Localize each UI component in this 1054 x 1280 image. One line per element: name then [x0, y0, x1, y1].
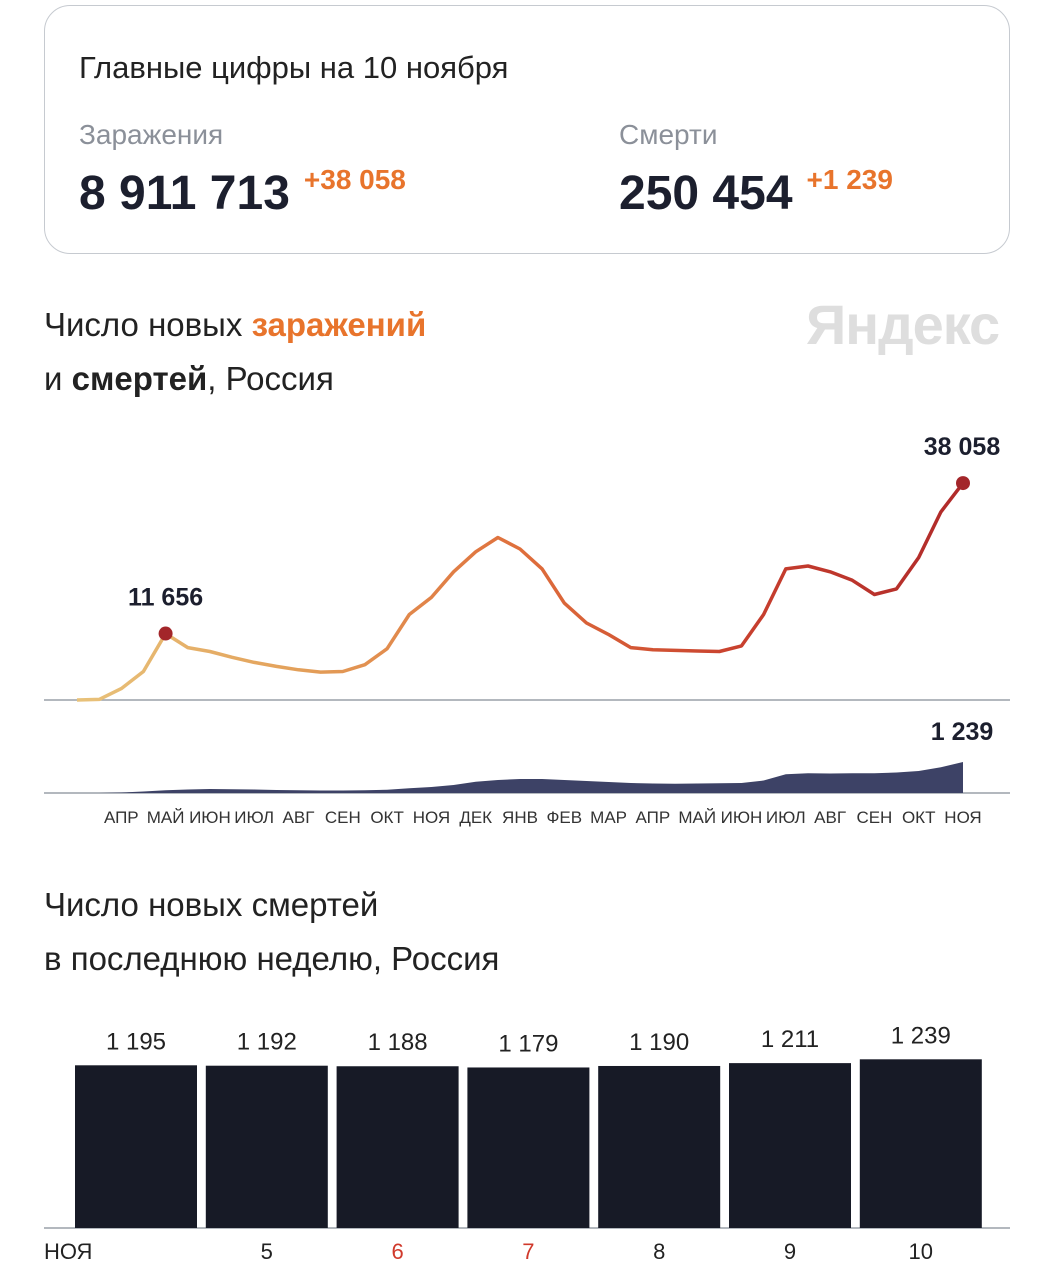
x-tick-label: МАР: [590, 808, 627, 827]
bar: [859, 1059, 982, 1228]
cases-delta: +38 058: [303, 164, 406, 195]
value-label: 1 190: [629, 1029, 689, 1056]
line: [76, 482, 965, 702]
chart-title: Число новых смертей в последнюю неделю, Р…: [44, 878, 499, 986]
x-tick-label: 9: [784, 1239, 796, 1264]
value-label: 11 656: [128, 584, 203, 612]
title-line: Число новых смертей: [44, 878, 499, 932]
summary-card: Главные цифры на 10 ноября Заражения Сме…: [44, 5, 1010, 254]
x-tick-label: МАЙ: [147, 808, 185, 827]
deaths-figure: 250 454 +1 239: [619, 164, 893, 221]
logo: Яндекс: [806, 293, 1000, 356]
bar: [467, 1067, 590, 1228]
title-part: смертей: [71, 360, 208, 397]
x-tick-label: СЕН: [856, 808, 892, 827]
value-label: 1 211: [761, 1026, 819, 1053]
value-label: 1 188: [368, 1029, 428, 1056]
point-marker: [158, 626, 173, 641]
deaths-delta: +1 239: [806, 164, 893, 195]
x-tick-label: АПР: [636, 808, 671, 827]
chart-title: Число новых заражений и смертей, Россия: [44, 298, 426, 406]
title-part: Число новых смертей: [44, 886, 379, 923]
value-label: 38 058: [924, 433, 1001, 461]
value-label: 1 179: [498, 1030, 558, 1057]
x-tick-label: ФЕВ: [546, 808, 582, 827]
x-tick-label: СЕН: [325, 808, 361, 827]
x-tick-label: АПР: [104, 808, 139, 827]
title-part: , Россия: [207, 360, 334, 397]
x-tick-label: 5: [261, 1239, 273, 1264]
title-line: Число новых заражений: [44, 298, 426, 352]
title-part: в последнюю неделю, Россия: [44, 940, 500, 977]
cases-figure: 8 911 713 +38 058: [79, 164, 406, 221]
area: [77, 762, 963, 793]
x-tick-label: ИЮЛ: [234, 808, 274, 827]
deaths-label: Смерти: [619, 119, 718, 150]
x-tick-label: МАЙ: [678, 808, 716, 827]
bar: [336, 1066, 459, 1228]
x-tick-label: ЯНВ: [502, 808, 538, 827]
value-label: 1 239: [891, 1022, 951, 1049]
x-tick-label: АВГ: [283, 808, 315, 827]
summary-title: Главные цифры на 10 ноября: [79, 50, 509, 85]
bar: [729, 1063, 851, 1228]
point-marker: [956, 476, 970, 491]
title-line: и смертей, Россия: [44, 352, 426, 406]
x-tick-label: ДЕК: [459, 808, 492, 827]
value-label: 1 192: [237, 1029, 297, 1056]
bar: [75, 1065, 197, 1228]
value-label: 1 239: [931, 718, 994, 746]
x-tick-label: ОКТ: [902, 808, 936, 827]
x-tick-label: НОЯ: [944, 808, 981, 827]
x-tick-label: 10: [909, 1239, 933, 1264]
x-tick-label: НОЯ: [413, 808, 450, 827]
x-tick-label: ИЮЛ: [766, 808, 806, 827]
x-tick-label: НОЯ: [44, 1239, 92, 1264]
title-part: Число новых: [44, 306, 252, 343]
title-part: заражений: [251, 306, 427, 343]
x-tick-label: 8: [653, 1239, 665, 1264]
cases-label: Заражения: [79, 119, 224, 150]
x-tick-label: АВГ: [814, 808, 846, 827]
title-line: в последнюю неделю, Россия: [44, 932, 499, 986]
bar: [205, 1065, 328, 1228]
x-tick-label: ИЮН: [189, 808, 231, 827]
deaths-total: 250 454: [619, 167, 793, 220]
title-part: и: [44, 360, 72, 397]
cases-total: 8 911 713: [79, 167, 290, 220]
value-label: 1 195: [106, 1028, 166, 1055]
x-tick-label: ИЮН: [721, 808, 763, 827]
bar: [598, 1065, 721, 1228]
x-tick-label: ОКТ: [370, 808, 404, 827]
x-tick-label: 7: [522, 1239, 534, 1264]
x-tick-label: 6: [391, 1239, 403, 1264]
